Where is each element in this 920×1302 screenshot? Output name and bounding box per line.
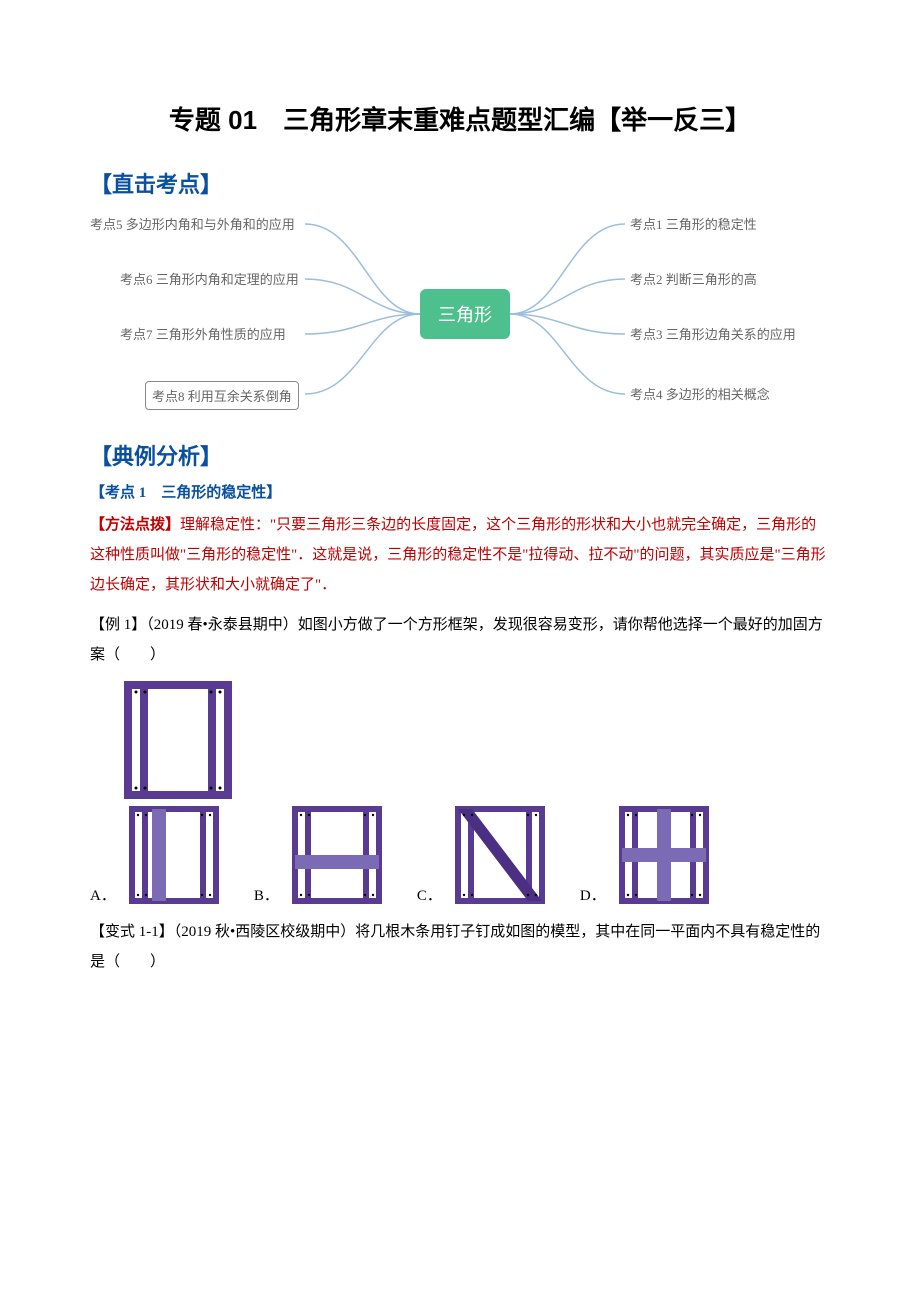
mindmap-right-2: 考点3 三角形边角关系的应用 xyxy=(630,324,796,343)
mindmap: 三角形 考点5 多边形内角和与外角和的应用 考点6 三角形内角和定理的应用 考点… xyxy=(90,209,830,429)
option-C: C． xyxy=(417,805,550,905)
option-B-fig xyxy=(287,805,387,905)
example1-label: 【例 1】 xyxy=(90,617,146,633)
method-label: 【方法点拨】 xyxy=(90,517,180,533)
method-block: 【方法点拨】理解稳定性："只要三角形三条边的长度固定，这个三角形的形状和大小也就… xyxy=(90,510,830,600)
section-direct-text: 直击考点 xyxy=(112,172,200,197)
variation1-1-label: 【变式 1-1】 xyxy=(90,924,174,940)
mindmap-left-2: 考点7 三角形外角性质的应用 xyxy=(120,324,286,343)
variation1-1-source: （2019 秋•西陵区校级期中） xyxy=(174,924,356,940)
section-direct: 【直击考点】 xyxy=(90,167,830,199)
option-D: D． xyxy=(580,805,714,905)
option-B-label: B． xyxy=(254,884,279,905)
example1-figure xyxy=(118,680,830,800)
option-A-fig xyxy=(124,805,224,905)
option-C-fig xyxy=(450,805,550,905)
example1-source: （2019 春•永泰县期中） xyxy=(146,617,298,633)
mindmap-right-1: 考点2 判断三角形的高 xyxy=(630,269,757,288)
mindmap-right-0: 考点1 三角形的稳定性 xyxy=(630,214,757,233)
option-D-label: D． xyxy=(580,884,606,905)
bracket-l: 【 xyxy=(90,444,112,469)
bracket-r: 】 xyxy=(200,444,222,469)
example1: 【例 1】（2019 春•永泰县期中）如图小方做了一个方形框架，发现很容易变形，… xyxy=(90,610,830,670)
section-analysis: 【典例分析】 xyxy=(90,439,830,471)
section-analysis-text: 典例分析 xyxy=(112,444,200,469)
page-title: 专题 01 三角形章末重难点题型汇编【举一反三】 xyxy=(90,100,830,137)
mindmap-center: 三角形 xyxy=(420,289,510,339)
kaodian1-heading: 【考点 1 三角形的稳定性】 xyxy=(90,481,830,502)
option-D-fig xyxy=(614,805,714,905)
mindmap-right-3: 考点4 多边形的相关概念 xyxy=(630,384,770,403)
mindmap-left-1: 考点6 三角形内角和定理的应用 xyxy=(120,269,299,288)
option-C-label: C． xyxy=(417,884,442,905)
bracket-r: 】 xyxy=(200,172,222,197)
mindmap-left-3: 考点8 利用互余关系倒角 xyxy=(145,381,299,410)
example1-options: A． B． C． xyxy=(90,805,830,905)
option-A-label: A． xyxy=(90,884,116,905)
option-B: B． xyxy=(254,805,387,905)
mindmap-left-0: 考点5 多边形内角和与外角和的应用 xyxy=(90,214,295,233)
method-body: 理解稳定性："只要三角形三条边的长度固定，这个三角形的形状和大小也就完全确定，三… xyxy=(90,517,826,593)
bracket-l: 【 xyxy=(90,172,112,197)
option-A: A． xyxy=(90,805,224,905)
variation1-1: 【变式 1-1】（2019 秋•西陵区校级期中）将几根木条用钉子钉成如图的模型，… xyxy=(90,917,830,977)
